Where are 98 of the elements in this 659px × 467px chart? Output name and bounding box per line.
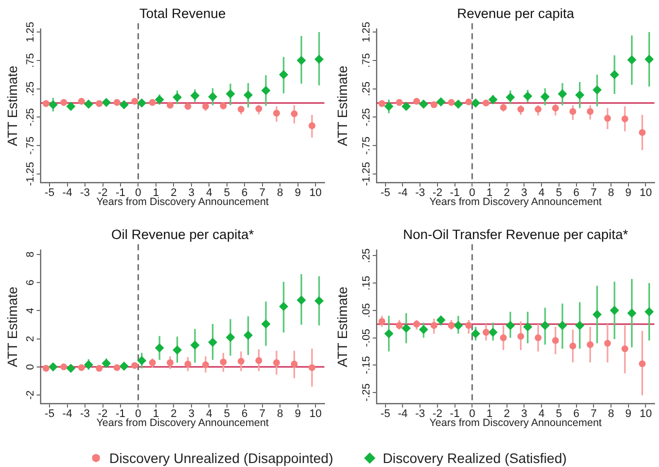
x-tick-label: 5 (556, 186, 562, 199)
x-tick-label: -3 (80, 408, 90, 420)
x-tick-label: 0 (135, 186, 142, 199)
x-tick-label: 8 (608, 186, 614, 199)
legend-label: Discovery Unrealized (Disappointed) (109, 450, 334, 466)
x-tick-label: 3 (188, 408, 194, 420)
y-tick-label: 1.25 (24, 22, 37, 42)
y-tick-label: -.75 (24, 136, 37, 155)
x-tick-label: -2 (432, 408, 442, 420)
y-tick-label: 8 (24, 251, 37, 258)
x-tick-label: 5 (556, 408, 562, 420)
x-tick-label: -4 (398, 408, 408, 420)
x-tick-label: -5 (380, 186, 390, 199)
x-tick-label: -1 (450, 186, 460, 199)
x-tick-label: 9 (625, 408, 632, 420)
y-tick-label: .25 (24, 81, 37, 96)
x-tick-label: -5 (44, 186, 54, 199)
x-tick-label: -1 (116, 186, 126, 199)
x-tick-label: -4 (62, 186, 72, 199)
x-tick-label: 3 (521, 408, 528, 420)
x-tick-label: 9 (294, 408, 301, 420)
x-tick-label: 4 (538, 408, 545, 420)
x-tick-label: -2 (432, 186, 442, 199)
x-tick-label: 7 (590, 408, 597, 420)
x-tick-label: 3 (188, 186, 194, 199)
x-tick-label: -3 (415, 408, 425, 420)
x-tick-label: -2 (98, 186, 108, 199)
y-axis-title: ATT Estimate (4, 286, 20, 368)
y-tick-label: -.15 (360, 356, 373, 374)
x-tick-label: 6 (242, 408, 248, 420)
y-tick-label: .25 (360, 81, 373, 96)
x-tick-label: 2 (504, 408, 510, 420)
x-tick-label: -1 (450, 408, 460, 420)
y-tick-label: 1.25 (360, 22, 373, 42)
x-tick-label: 0 (469, 186, 476, 199)
x-tick-label: 5 (224, 408, 230, 420)
x-tick-label: 3 (521, 186, 528, 199)
x-tick-label: -3 (415, 186, 425, 199)
x-tick-label: 10 (640, 408, 652, 420)
x-tick-label: 9 (625, 186, 632, 199)
y-axis-title: ATT Estimate (334, 66, 350, 146)
x-axis-title: Years from Discovery Announcement (429, 196, 602, 208)
y-tick-label: .15 (360, 276, 373, 290)
x-tick-label: 7 (590, 186, 597, 199)
chart-title: Revenue per capita (457, 6, 575, 21)
y-tick-label: .25 (360, 248, 373, 263)
x-tick-label: 6 (573, 408, 580, 420)
y-tick-label: -.25 (360, 383, 373, 402)
x-tick-label: 8 (277, 186, 284, 199)
x-tick-label: -4 (62, 408, 72, 420)
x-tick-label: 5 (224, 186, 230, 199)
x-axis-title: Years from Discovery Announcement (96, 196, 269, 208)
x-tick-label: 10 (309, 186, 322, 199)
x-tick-label: -5 (44, 408, 54, 420)
chart-title: Non-Oil Transfer Revenue per capita* (402, 226, 629, 242)
y-tick-label: -.75 (360, 136, 373, 155)
y-tick-label: -.05 (360, 328, 373, 347)
x-tick-label: 6 (242, 186, 248, 199)
y-tick-label: 4 (24, 308, 37, 314)
x-tick-label: 0 (469, 408, 476, 420)
x-tick-label: -4 (398, 186, 408, 199)
x-tick-label: -3 (80, 186, 90, 199)
x-tick-label: 0 (135, 408, 142, 420)
y-tick-label: 2 (24, 336, 37, 342)
y-tick-label: .75 (360, 52, 373, 68)
x-tick-label: 7 (259, 186, 266, 199)
x-tick-label: 7 (259, 408, 266, 420)
y-tick-label: .05 (360, 302, 373, 318)
chart-title: Total Revenue (139, 6, 226, 21)
x-tick-label: 10 (309, 408, 322, 420)
x-tick-label: 2 (504, 186, 510, 199)
y-axis-title: ATT Estimate (4, 66, 20, 146)
y-tick-label: -1.25 (24, 162, 37, 186)
x-tick-label: 2 (170, 186, 177, 199)
y-tick-label: .75 (24, 52, 37, 68)
x-tick-label: 9 (294, 186, 301, 199)
x-tick-label: 8 (608, 408, 614, 420)
x-tick-label: -2 (98, 408, 108, 420)
x-tick-label: 2 (170, 408, 177, 420)
x-tick-label: -1 (116, 408, 126, 420)
x-axis-title: Years from Discovery Announcement (429, 417, 602, 430)
x-tick-label: 6 (573, 186, 580, 199)
y-axis-title: ATT Estimate (334, 286, 350, 368)
y-tick-label: -.25 (24, 108, 37, 126)
y-tick-label: 0 (24, 364, 37, 370)
legend-label: Discovery Realized (Satisfied) (382, 450, 567, 466)
x-tick-label: 8 (277, 408, 284, 420)
x-tick-label: 4 (538, 186, 545, 199)
x-tick-label: 4 (206, 186, 212, 199)
x-tick-label: 10 (640, 186, 652, 199)
y-tick-label: 6 (24, 279, 37, 286)
x-axis-title: Years from Discovery Announcement (96, 417, 269, 430)
y-tick-label: -.25 (360, 108, 373, 126)
y-tick-label: -1.25 (360, 162, 373, 186)
chart-title: Oil Revenue per capita* (111, 226, 255, 242)
x-tick-label: 4 (206, 408, 212, 420)
x-tick-label: -5 (380, 408, 390, 420)
y-tick-label: -2 (24, 390, 37, 400)
